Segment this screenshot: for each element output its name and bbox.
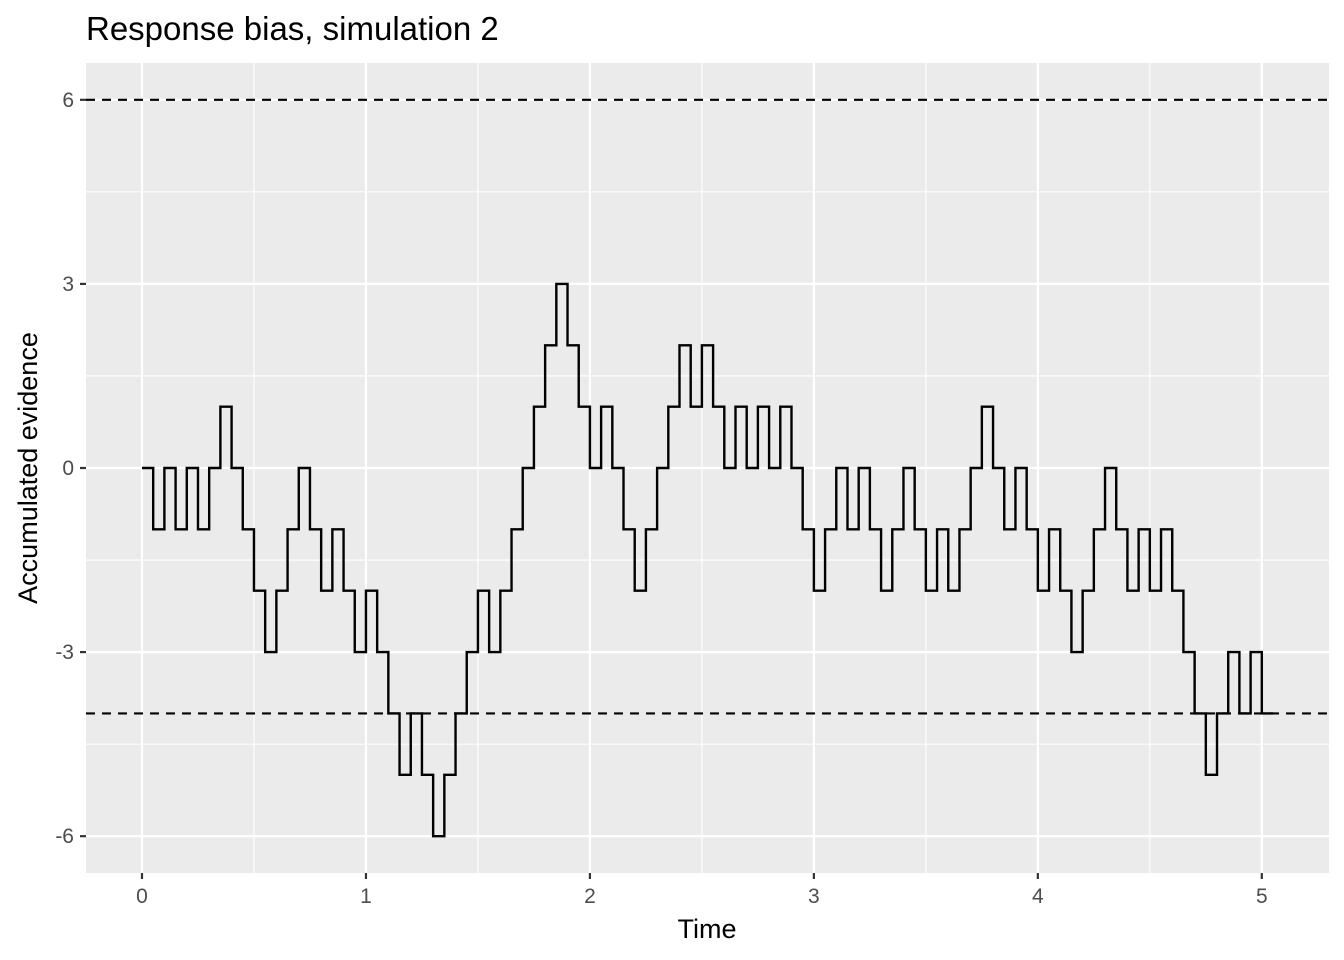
y-axis-title: Accumulated evidence <box>13 332 43 604</box>
y-tick-label: -3 <box>55 641 74 664</box>
x-tick-label: 4 <box>1032 885 1044 908</box>
x-tick-label: 2 <box>584 885 596 908</box>
y-axis: -6 -3 0 3 6 <box>55 89 86 848</box>
x-axis: 0 1 2 3 4 5 <box>136 873 1268 908</box>
x-tick-label: 1 <box>360 885 372 908</box>
x-tick-label: 0 <box>136 885 148 908</box>
y-tick-label: 0 <box>62 457 74 480</box>
x-axis-title: Time <box>678 914 737 944</box>
x-tick-label: 5 <box>1256 885 1268 908</box>
x-tick-label: 3 <box>808 885 820 908</box>
y-tick-label: 6 <box>62 89 74 112</box>
series-line-accumulated-evidence <box>141 282 1274 838</box>
y-tick-label: -6 <box>55 825 74 848</box>
y-tick-label: 3 <box>62 273 74 296</box>
chart-title: Response bias, simulation 2 <box>86 10 499 47</box>
